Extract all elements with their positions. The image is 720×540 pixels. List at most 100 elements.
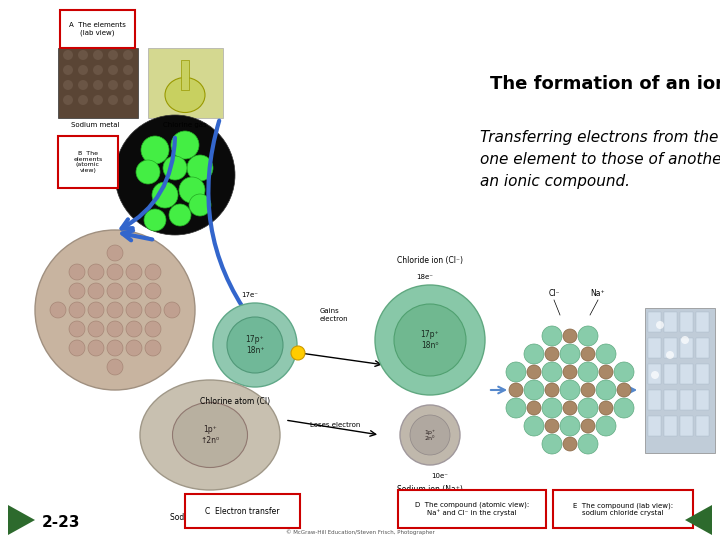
Circle shape: [115, 115, 235, 235]
Circle shape: [666, 351, 674, 359]
Circle shape: [69, 302, 85, 318]
Circle shape: [107, 264, 123, 280]
Bar: [648, 364, 661, 384]
Text: C  Electron transfer: C Electron transfer: [205, 507, 280, 516]
Text: Chloride ion (Cl⁻): Chloride ion (Cl⁻): [397, 256, 463, 265]
Text: E  The compound (lab view):
sodium chloride crystal: E The compound (lab view): sodium chlori…: [573, 502, 673, 516]
Circle shape: [179, 177, 205, 203]
Bar: [696, 416, 709, 436]
Circle shape: [681, 336, 689, 344]
Circle shape: [126, 264, 142, 280]
Circle shape: [581, 383, 595, 397]
Circle shape: [227, 317, 283, 373]
Circle shape: [63, 95, 73, 105]
Circle shape: [560, 380, 580, 400]
Circle shape: [578, 362, 598, 382]
Bar: [680, 416, 693, 436]
Circle shape: [545, 383, 559, 397]
Circle shape: [69, 321, 85, 337]
Circle shape: [63, 65, 73, 75]
Circle shape: [596, 416, 616, 436]
FancyBboxPatch shape: [60, 10, 135, 48]
Circle shape: [581, 419, 595, 433]
Circle shape: [560, 344, 580, 364]
Circle shape: [107, 283, 123, 299]
Circle shape: [152, 182, 178, 208]
Circle shape: [93, 80, 103, 90]
Bar: [664, 416, 677, 436]
Circle shape: [108, 50, 118, 60]
FancyBboxPatch shape: [398, 490, 546, 528]
Circle shape: [578, 398, 598, 418]
Circle shape: [63, 80, 73, 90]
Polygon shape: [685, 505, 712, 535]
Circle shape: [599, 365, 613, 379]
Circle shape: [126, 321, 142, 337]
Ellipse shape: [165, 78, 205, 112]
Text: Gains
electron: Gains electron: [320, 308, 348, 322]
Bar: [648, 338, 661, 358]
Circle shape: [542, 362, 562, 382]
Text: B  The
elements
(atomic
view): B The elements (atomic view): [73, 151, 103, 173]
Circle shape: [69, 340, 85, 356]
Circle shape: [108, 65, 118, 75]
Circle shape: [88, 302, 104, 318]
Circle shape: [69, 264, 85, 280]
FancyBboxPatch shape: [58, 136, 118, 188]
Circle shape: [107, 302, 123, 318]
Circle shape: [563, 437, 577, 451]
Text: © McGraw-Hill Education/Steven Frisch, Photographer: © McGraw-Hill Education/Steven Frisch, P…: [286, 529, 434, 535]
FancyBboxPatch shape: [553, 490, 693, 528]
Circle shape: [145, 340, 161, 356]
Bar: [664, 338, 677, 358]
Bar: [648, 416, 661, 436]
Circle shape: [107, 340, 123, 356]
Circle shape: [524, 380, 544, 400]
Circle shape: [93, 95, 103, 105]
Circle shape: [189, 194, 211, 216]
Text: 17e⁻: 17e⁻: [241, 292, 258, 298]
Ellipse shape: [173, 402, 248, 468]
Circle shape: [542, 434, 562, 454]
Circle shape: [560, 416, 580, 436]
Circle shape: [545, 419, 559, 433]
Circle shape: [78, 80, 88, 90]
Text: 11e⁻: 11e⁻: [217, 503, 233, 509]
Circle shape: [542, 326, 562, 346]
Text: Sodium ion (Na⁺): Sodium ion (Na⁺): [397, 485, 463, 494]
Circle shape: [145, 321, 161, 337]
Circle shape: [123, 65, 133, 75]
Circle shape: [136, 160, 160, 184]
Bar: [648, 312, 661, 332]
Text: 2-23: 2-23: [42, 515, 81, 530]
Circle shape: [126, 340, 142, 356]
Circle shape: [291, 346, 305, 360]
Bar: [664, 364, 677, 384]
Text: Na⁺: Na⁺: [590, 289, 606, 298]
Circle shape: [563, 329, 577, 343]
Circle shape: [88, 340, 104, 356]
Circle shape: [394, 304, 466, 376]
Circle shape: [141, 136, 169, 164]
Circle shape: [164, 302, 180, 318]
Circle shape: [617, 383, 631, 397]
Circle shape: [123, 95, 133, 105]
Bar: [645, 308, 715, 453]
Text: Chlorine atom (Cl): Chlorine atom (Cl): [200, 397, 270, 406]
Circle shape: [614, 362, 634, 382]
Circle shape: [144, 209, 166, 231]
Text: 17p⁺
18n⁰: 17p⁺ 18n⁰: [420, 330, 439, 350]
Circle shape: [651, 371, 659, 379]
Circle shape: [506, 362, 526, 382]
Circle shape: [35, 230, 195, 390]
Circle shape: [123, 80, 133, 90]
Circle shape: [69, 283, 85, 299]
Circle shape: [400, 405, 460, 465]
Circle shape: [545, 347, 559, 361]
Circle shape: [171, 131, 199, 159]
Bar: [648, 390, 661, 410]
Circle shape: [169, 204, 191, 226]
Circle shape: [126, 283, 142, 299]
Circle shape: [563, 401, 577, 415]
Bar: [664, 312, 677, 332]
